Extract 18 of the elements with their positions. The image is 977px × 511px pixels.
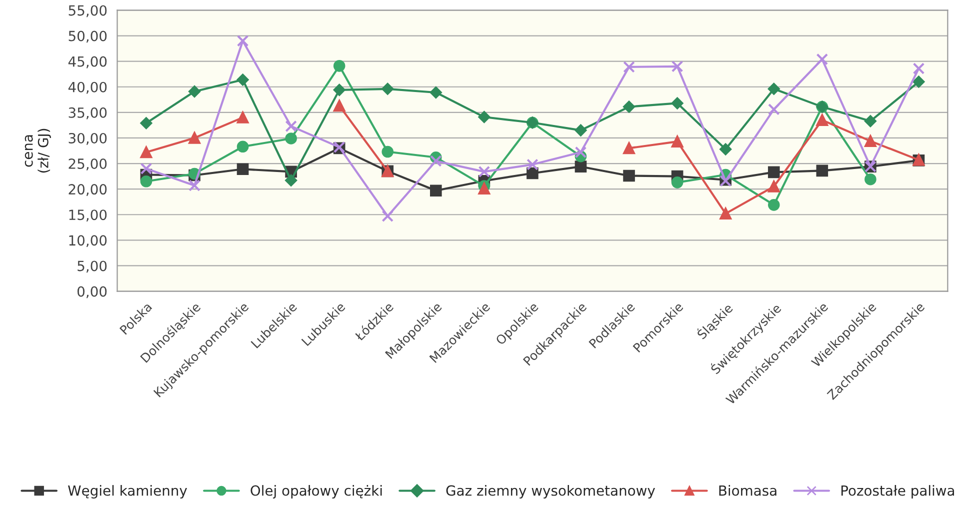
y-axis-title: cena (zł/ GJ) — [24, 128, 51, 173]
y-tick-label: 45,00 — [68, 56, 107, 68]
y-tick-label: 25,00 — [68, 158, 107, 170]
y-tick-label: 20,00 — [68, 184, 107, 196]
y-tick-label: 5,00 — [78, 260, 107, 273]
legend-label: Olej opałowy ciężki — [250, 485, 382, 498]
y-tick-label: 15,00 — [69, 210, 107, 222]
y-tick-label: 40,00 — [68, 82, 107, 94]
legend-label: Pozostałe paliwa — [841, 485, 954, 498]
y-tick-label: 35,00 — [68, 107, 107, 120]
y-tick-label: 50,00 — [68, 30, 107, 43]
legend-label: Gaz ziemny wysokometanowy — [446, 485, 656, 498]
legend-label: Biomasa — [719, 485, 776, 496]
legend-label: Węgiel kamienny — [68, 485, 187, 498]
y-tick-label: 55,00 — [68, 5, 107, 18]
y-tick-label: 10,00 — [69, 235, 107, 248]
y-tick-label: 30,00 — [68, 132, 107, 145]
y-tick-label: 0,00 — [78, 286, 107, 298]
